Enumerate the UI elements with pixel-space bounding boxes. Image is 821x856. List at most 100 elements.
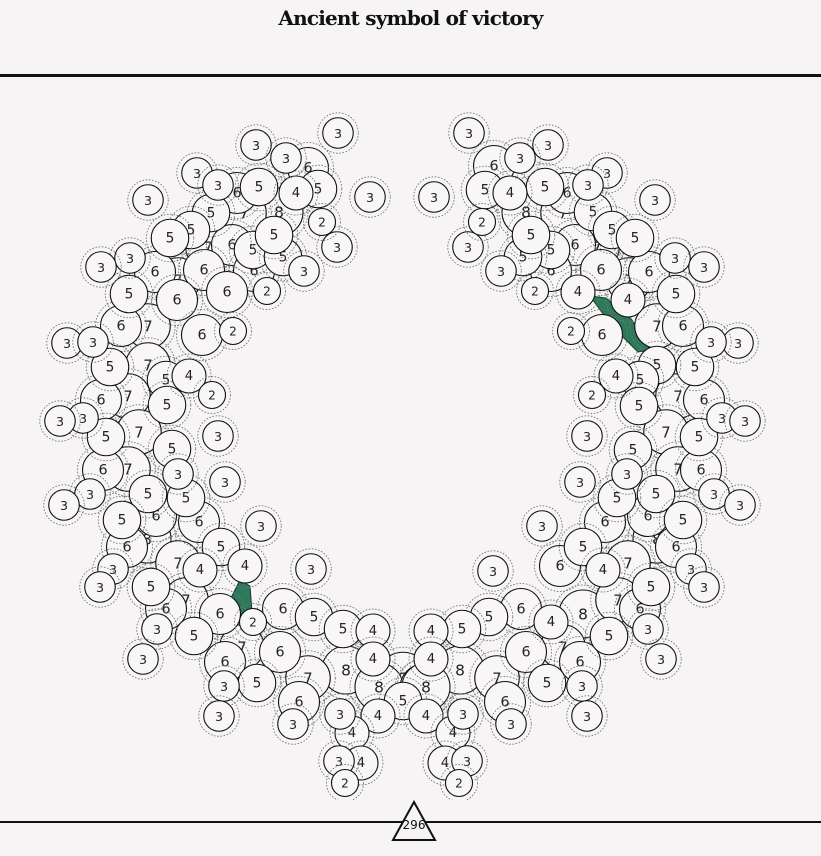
cell-circle[interactable] (444, 768, 474, 798)
cell-circle[interactable] (413, 641, 449, 677)
cell-circle[interactable] (354, 181, 386, 213)
cell-circle[interactable] (85, 251, 117, 283)
cell-119[interactable]: 3 (634, 179, 676, 221)
cell-circle[interactable] (527, 663, 567, 703)
cell-circle[interactable] (611, 458, 643, 490)
cell-circle[interactable] (180, 313, 224, 357)
cell-167[interactable]: 3 (559, 461, 601, 503)
cell-11[interactable]: 3 (349, 176, 391, 218)
cell-circle[interactable] (202, 420, 234, 452)
cell-circle[interactable] (218, 316, 248, 346)
cell-183[interactable]: 3 (472, 550, 514, 592)
cell-circle[interactable] (688, 251, 720, 283)
cell-circle[interactable] (150, 218, 190, 258)
cell-circle[interactable] (171, 358, 207, 394)
cell-circle[interactable] (598, 358, 634, 394)
cell-circle[interactable] (663, 500, 703, 540)
cell-circle[interactable] (495, 708, 527, 740)
cell-166[interactable]: 3 (606, 453, 648, 495)
cell-circle[interactable] (278, 175, 314, 211)
cell-circle[interactable] (485, 255, 517, 287)
cell-circle[interactable] (619, 386, 659, 426)
cell-circle[interactable] (277, 708, 309, 740)
cell-circle[interactable] (442, 609, 482, 649)
cell-89[interactable]: 3 (122, 638, 164, 680)
cell-circle[interactable] (589, 616, 629, 656)
cell-circle[interactable] (109, 274, 149, 314)
cell-circle[interactable] (631, 567, 671, 607)
cell-circle[interactable] (44, 405, 76, 437)
cell-circle[interactable] (321, 231, 353, 263)
cell-circle[interactable] (729, 405, 761, 437)
cell-circle[interactable] (564, 466, 596, 498)
cell-circle[interactable] (205, 270, 249, 314)
cell-circle[interactable] (639, 184, 671, 216)
cell-circle[interactable] (322, 117, 354, 149)
cell-circle[interactable] (86, 417, 126, 457)
cell-circle[interactable] (324, 698, 356, 730)
cell-circle[interactable] (131, 567, 171, 607)
cell-circle[interactable] (238, 607, 268, 637)
cell-circle[interactable] (533, 604, 569, 640)
cell-circle[interactable] (492, 175, 528, 211)
cell-circle[interactable] (209, 466, 241, 498)
cell-circle[interactable] (688, 571, 720, 603)
cell-58[interactable]: 3 (204, 461, 246, 503)
cell-circle[interactable] (84, 571, 116, 603)
cell-circle[interactable] (162, 458, 194, 490)
cell-10[interactable]: 3 (127, 179, 169, 221)
cell-circle[interactable] (182, 552, 218, 588)
cell-circle[interactable] (330, 768, 360, 798)
cell-circle[interactable] (245, 510, 277, 542)
cell-109[interactable]: 3 (448, 112, 490, 154)
cell-circle[interactable] (556, 316, 586, 346)
cell-circle[interactable] (447, 698, 479, 730)
cell-circle[interactable] (102, 500, 142, 540)
cell-circle[interactable] (695, 326, 727, 358)
cell-circle[interactable] (525, 167, 565, 207)
cell-circle[interactable] (90, 347, 130, 387)
cell-circle[interactable] (724, 489, 756, 521)
cell-circle[interactable] (288, 255, 320, 287)
cell-circle[interactable] (632, 613, 664, 645)
cell-circle[interactable] (572, 169, 604, 201)
cell-circle[interactable] (722, 327, 754, 359)
cell-circle[interactable] (355, 641, 391, 677)
cell-circle[interactable] (202, 169, 234, 201)
cell-163[interactable]: 3 (566, 415, 608, 457)
cell-circle[interactable] (504, 142, 536, 174)
cell-circle[interactable] (270, 142, 302, 174)
cell-circle[interactable] (679, 417, 719, 457)
cell-circle[interactable] (197, 380, 227, 410)
cell-0[interactable]: 3 (317, 112, 359, 154)
puzzle-board[interactable]: 9888888888877777777777777777777777666666… (0, 0, 821, 800)
cell-circle[interactable] (174, 616, 214, 656)
cell-101[interactable]: 3 (198, 695, 240, 737)
cell-circle[interactable] (656, 274, 696, 314)
cell-circle[interactable] (141, 613, 173, 645)
cell-circle[interactable] (77, 326, 109, 358)
cell-circle[interactable] (560, 274, 596, 310)
cell-circle[interactable] (511, 215, 551, 255)
cell-circle[interactable] (659, 242, 691, 274)
cell-circle[interactable] (571, 700, 603, 732)
cell-circle[interactable] (477, 555, 509, 587)
cell-circle[interactable] (198, 592, 242, 636)
cell-circle[interactable] (128, 474, 168, 514)
cell-207[interactable]: 3 (566, 695, 608, 737)
cell-circle[interactable] (418, 181, 450, 213)
cell-circle[interactable] (577, 380, 607, 410)
cell-circle[interactable] (636, 474, 676, 514)
cell-circle[interactable] (610, 282, 646, 318)
cell-circle[interactable] (615, 218, 655, 258)
cell-circle[interactable] (227, 548, 263, 584)
cell-circle[interactable] (155, 278, 199, 322)
cell-circle[interactable] (532, 129, 564, 161)
cell-circle[interactable] (452, 231, 484, 263)
cell-circle[interactable] (147, 385, 187, 425)
cell-circle[interactable] (675, 347, 715, 387)
cell-circle[interactable] (295, 553, 327, 585)
cell-circle[interactable] (520, 276, 550, 306)
cell-204[interactable]: 4 (408, 636, 454, 682)
cell-198[interactable]: 3 (640, 638, 682, 680)
